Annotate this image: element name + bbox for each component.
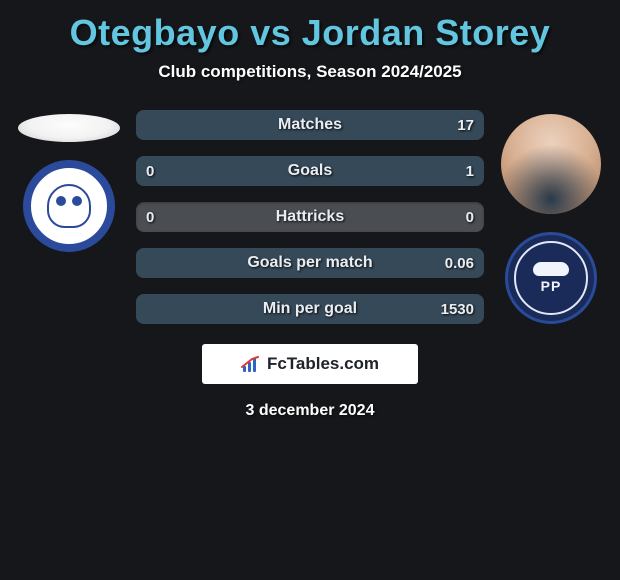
stats-column: Matches 17 0 Goals 1 0 Hattricks 0 Goals per mat… (130, 110, 490, 324)
stat-row: Matches 17 (136, 110, 484, 140)
left-player-column (8, 110, 130, 252)
stat-label: Min per goal (263, 300, 357, 318)
stat-value-right: 1530 (441, 301, 474, 318)
page-title: Otegbayo vs Jordan Storey (0, 0, 620, 62)
left-club-badge (23, 160, 115, 252)
footer-date: 3 december 2024 (0, 384, 620, 420)
content-area: Matches 17 0 Goals 1 0 Hattricks 0 Goals per mat… (0, 110, 620, 324)
stat-value-right: 0.06 (445, 255, 474, 272)
right-player-avatar (501, 114, 601, 214)
lamb-icon (533, 262, 569, 276)
stat-value-left: 0 (146, 163, 154, 180)
brand-text: FcTables.com (267, 354, 379, 374)
stat-label: Hattricks (276, 208, 344, 226)
left-player-avatar (18, 114, 120, 142)
stat-value-right: 1 (466, 163, 474, 180)
stat-value-left: 0 (146, 209, 154, 226)
stat-row: 0 Hattricks 0 (136, 202, 484, 232)
stat-row: 0 Goals 1 (136, 156, 484, 186)
comparison-card: Otegbayo vs Jordan Storey Club competiti… (0, 0, 620, 420)
stat-label: Goals per match (247, 254, 372, 272)
stat-label: Matches (278, 116, 342, 134)
stat-row: Goals per match 0.06 (136, 248, 484, 278)
badge-inner: PP (514, 241, 588, 315)
page-subtitle: Club competitions, Season 2024/2025 (0, 62, 620, 110)
stat-label: Goals (288, 162, 332, 180)
stat-value-right: 0 (466, 209, 474, 226)
brand-badge[interactable]: FcTables.com (202, 344, 418, 384)
right-club-badge: PP (505, 232, 597, 324)
stat-row: Min per goal 1530 (136, 294, 484, 324)
owl-icon (47, 184, 91, 228)
stat-value-right: 17 (457, 117, 474, 134)
chart-icon (241, 356, 261, 372)
badge-label: PP (541, 278, 562, 294)
right-player-column: PP (490, 110, 612, 324)
